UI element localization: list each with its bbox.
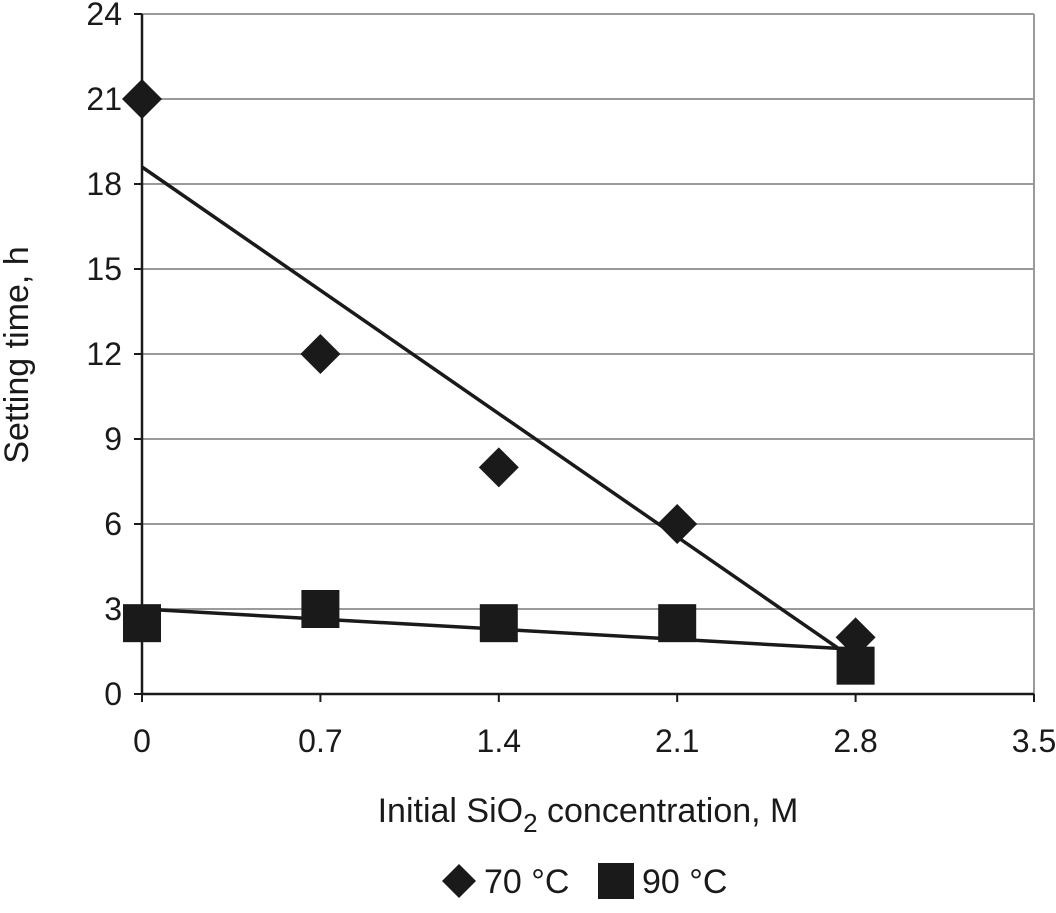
y-tick-label: 6	[104, 506, 122, 542]
data-point-series-2	[479, 604, 518, 643]
grid-lines	[142, 13, 1035, 694]
y-tick-label: 9	[104, 421, 122, 457]
data-points	[122, 79, 876, 685]
x-tick-labels: 0 0.7 1.4 2.1 2.8 3.5	[133, 723, 1056, 759]
x-axis-title: Initial SiO2 concentration, M	[378, 792, 799, 838]
data-point-series-2	[658, 604, 697, 643]
x-tick-label: 3.5	[1012, 723, 1056, 759]
y-tick-label: 24	[86, 0, 122, 32]
y-axis-title: Setting time, h	[0, 246, 36, 463]
y-tick-label: 21	[86, 81, 122, 117]
y-tick-label: 12	[86, 336, 122, 372]
x-tick-label: 0	[133, 723, 151, 759]
x-tick-label: 0.7	[298, 723, 342, 759]
data-point-series-1	[300, 334, 341, 374]
data-point-series-2	[123, 604, 161, 643]
legend-marker-1	[442, 864, 476, 898]
x-tick-label: 1.4	[477, 723, 521, 759]
axes	[134, 13, 1035, 702]
y-tick-label: 15	[86, 251, 122, 287]
x-axis-title-subscript: 2	[523, 808, 537, 838]
data-point-series-1	[478, 447, 519, 488]
trendlines	[141, 165, 844, 653]
y-tick-labels: 0 3 6 9 12 15 18 21 24	[86, 0, 122, 712]
legend-marker-2	[598, 863, 634, 899]
trendline-series-1	[141, 165, 844, 653]
legend-label-2: 90 °C	[642, 863, 727, 901]
data-point-series-1	[122, 79, 162, 119]
y-tick-label: 18	[86, 166, 122, 202]
data-point-series-2	[301, 590, 340, 628]
x-axis-title-suffix: concentration, M	[538, 792, 799, 830]
data-point-series-1	[657, 504, 698, 544]
x-tick-label: 2.1	[655, 723, 699, 759]
x-tick-label: 2.8	[833, 723, 877, 759]
legend-label-1: 70 °C	[484, 863, 569, 901]
x-axis-title-prefix: Initial SiO	[378, 792, 524, 830]
data-point-series-2	[836, 646, 875, 685]
y-tick-label: 0	[104, 676, 122, 712]
legend: 70 °C 90 °C	[442, 863, 727, 901]
y-tick-label: 3	[104, 591, 122, 627]
